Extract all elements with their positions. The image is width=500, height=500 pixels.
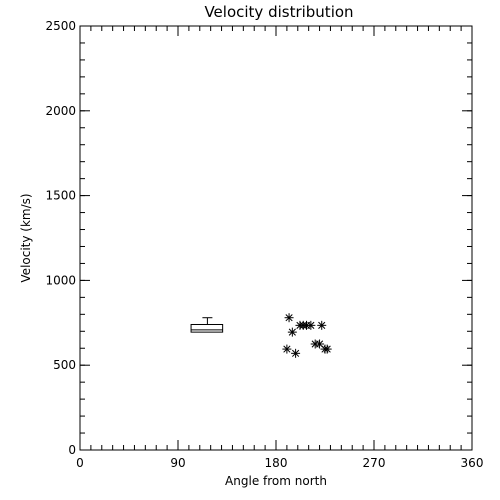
data-point xyxy=(287,327,297,337)
boxplot-box xyxy=(190,323,224,333)
data-point xyxy=(291,348,301,358)
x-tick-label: 270 xyxy=(363,456,386,470)
data-point xyxy=(284,313,294,323)
data-point xyxy=(315,339,325,349)
x-tick-label: 180 xyxy=(265,456,288,470)
data-point xyxy=(306,320,316,330)
data-point-stroke xyxy=(323,345,331,353)
data-points xyxy=(282,313,332,358)
y-tick-label: 1000 xyxy=(45,273,76,287)
y-axis-title: Velocity (km/s) xyxy=(19,193,33,282)
x-tick-label: 360 xyxy=(461,456,484,470)
axis-ticks xyxy=(79,25,473,451)
data-point-stroke xyxy=(307,321,315,329)
y-tick-label: 500 xyxy=(53,358,76,372)
data-point-stroke xyxy=(318,321,326,329)
data-point-stroke xyxy=(315,340,324,348)
x-axis-title: Angle from north xyxy=(225,474,327,488)
data-point xyxy=(282,344,292,354)
data-point-stroke xyxy=(283,345,291,353)
y-tick-label: 2000 xyxy=(45,104,76,118)
data-point xyxy=(317,320,327,330)
x-tick-label: 90 xyxy=(170,456,185,470)
chart-title: Velocity distribution xyxy=(204,3,353,21)
data-point-stroke xyxy=(292,349,300,357)
plot-frame xyxy=(79,25,473,451)
data-point-stroke xyxy=(285,314,293,322)
data-point xyxy=(322,344,332,354)
y-tick-label: 0 xyxy=(68,443,76,457)
axis-tick-labels: 0 90 180 270 360 0 500 1000 1500 2000 2500 xyxy=(45,19,483,470)
data-point-stroke xyxy=(288,328,296,336)
x-tick-label: 0 xyxy=(76,456,84,470)
boxplot xyxy=(190,317,224,333)
y-tick-label: 1500 xyxy=(45,189,76,203)
y-tick-label: 2500 xyxy=(45,19,76,33)
